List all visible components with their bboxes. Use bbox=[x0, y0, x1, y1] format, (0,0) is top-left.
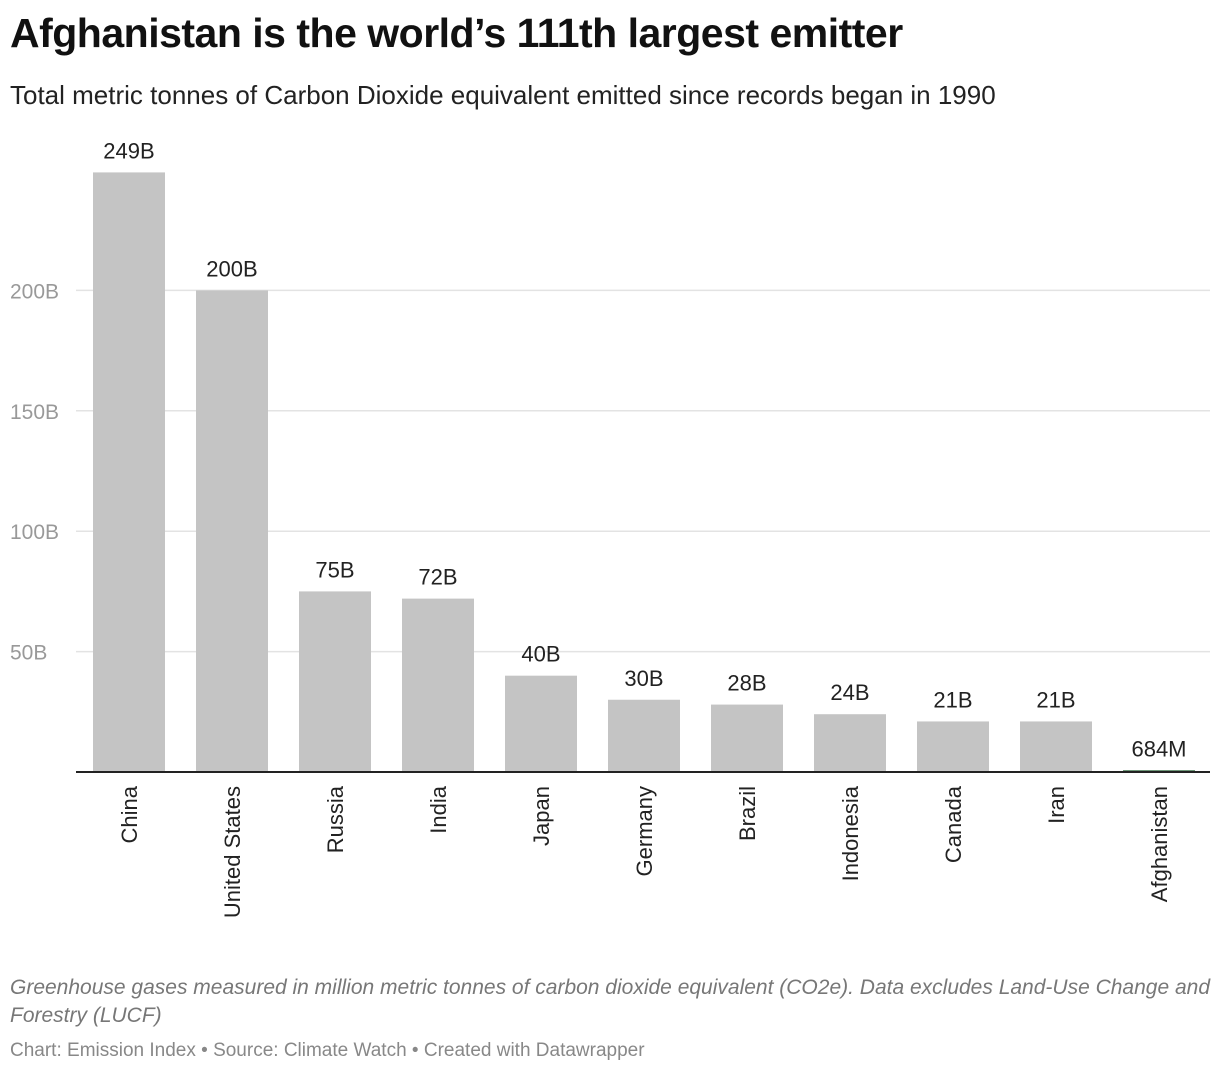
data-label: 24B bbox=[830, 680, 869, 705]
data-label: 249B bbox=[103, 138, 154, 163]
bar bbox=[608, 699, 680, 772]
data-label: 21B bbox=[933, 687, 972, 712]
x-tick-label: Germany bbox=[632, 786, 657, 876]
data-label: 72B bbox=[418, 565, 457, 590]
bar bbox=[1020, 721, 1092, 772]
bar bbox=[196, 290, 268, 772]
bar bbox=[299, 591, 371, 772]
chart-title: Afghanistan is the world’s 111th largest… bbox=[10, 10, 903, 56]
x-tick-label: India bbox=[426, 785, 451, 833]
data-label: 30B bbox=[624, 666, 663, 691]
data-label: 21B bbox=[1036, 687, 1075, 712]
x-tick-label: United States bbox=[220, 786, 245, 918]
data-label: 40B bbox=[521, 642, 560, 667]
x-tick-label: Indonesia bbox=[838, 785, 863, 881]
x-tick-label: Russia bbox=[323, 785, 348, 853]
y-tick-label: 50B bbox=[10, 642, 47, 665]
y-tick-label: 150B bbox=[10, 401, 59, 424]
data-label: 75B bbox=[315, 557, 354, 582]
bar bbox=[814, 714, 886, 772]
bar bbox=[505, 675, 577, 772]
chart-notes: Greenhouse gases measured in million met… bbox=[10, 976, 1211, 1027]
bar bbox=[402, 598, 474, 772]
y-tick-label: 200B bbox=[10, 280, 59, 303]
data-label: 200B bbox=[206, 256, 257, 281]
bar bbox=[93, 172, 165, 772]
x-tick-label: Brazil bbox=[735, 786, 760, 841]
y-tick-label: 100B bbox=[10, 521, 59, 544]
x-tick-label: Iran bbox=[1044, 786, 1069, 824]
chart-credits: Chart: Emission Index • Source: Climate … bbox=[10, 1040, 645, 1061]
x-tick-label: China bbox=[117, 785, 142, 843]
bar bbox=[917, 721, 989, 772]
data-label: 28B bbox=[727, 671, 766, 696]
bar-chart: 50B 100B 150B 200B 249B China 200B United State… bbox=[10, 138, 1210, 918]
x-tick-label: Afghanistan bbox=[1147, 786, 1172, 902]
x-tick-label: Japan bbox=[529, 786, 554, 846]
x-tick-label: Canada bbox=[941, 785, 966, 863]
chart-subtitle: Total metric tonnes of Carbon Dioxide eq… bbox=[10, 80, 996, 110]
bar bbox=[711, 704, 783, 772]
data-label: 684M bbox=[1131, 736, 1186, 761]
